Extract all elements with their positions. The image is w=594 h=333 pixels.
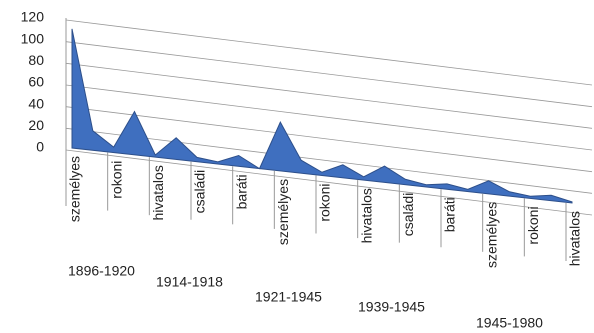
grid-line — [65, 41, 593, 108]
x-tick-label: baráti — [233, 174, 249, 209]
grid-line — [65, 19, 593, 86]
y-tick-label: 20 — [28, 117, 44, 133]
x-tick-label: hivatalos — [150, 165, 166, 220]
group-label: 1914-1918 — [156, 274, 223, 290]
x-tick-label: személyes — [67, 156, 83, 222]
x-tick-label: családi — [400, 193, 416, 237]
grid-line — [65, 106, 593, 173]
grid-line — [65, 62, 593, 129]
group-label: 1921-1945 — [255, 289, 322, 305]
x-tick-label: baráti — [442, 197, 458, 232]
group-label: 1945-1980 — [476, 315, 543, 331]
x-tick-label: családi — [192, 170, 208, 214]
grid-line — [65, 127, 593, 194]
y-tick-label: 100 — [21, 30, 45, 46]
x-tick-label: hivatalos — [567, 211, 583, 266]
x-tick-label: hivatalos — [358, 188, 374, 243]
x-tick-label: rokoni — [108, 161, 124, 199]
y-tick-label: 80 — [28, 52, 44, 68]
y-tick-label: 60 — [28, 74, 44, 90]
grid-line — [65, 84, 593, 151]
y-tick-label: 40 — [28, 95, 44, 111]
y-tick-label: 0 — [36, 139, 44, 155]
x-tick-label: személyes — [483, 202, 499, 268]
x-tick-label: személyes — [275, 179, 291, 245]
group-label: 1939-1945 — [358, 299, 425, 315]
x-tick-label: rokoni — [317, 184, 333, 222]
y-tick-label: 120 — [21, 9, 45, 25]
x-tick-label: rokoni — [525, 206, 541, 244]
grid-line — [65, 149, 593, 216]
area — [71, 28, 573, 204]
group-label: 1896-1920 — [68, 263, 135, 279]
